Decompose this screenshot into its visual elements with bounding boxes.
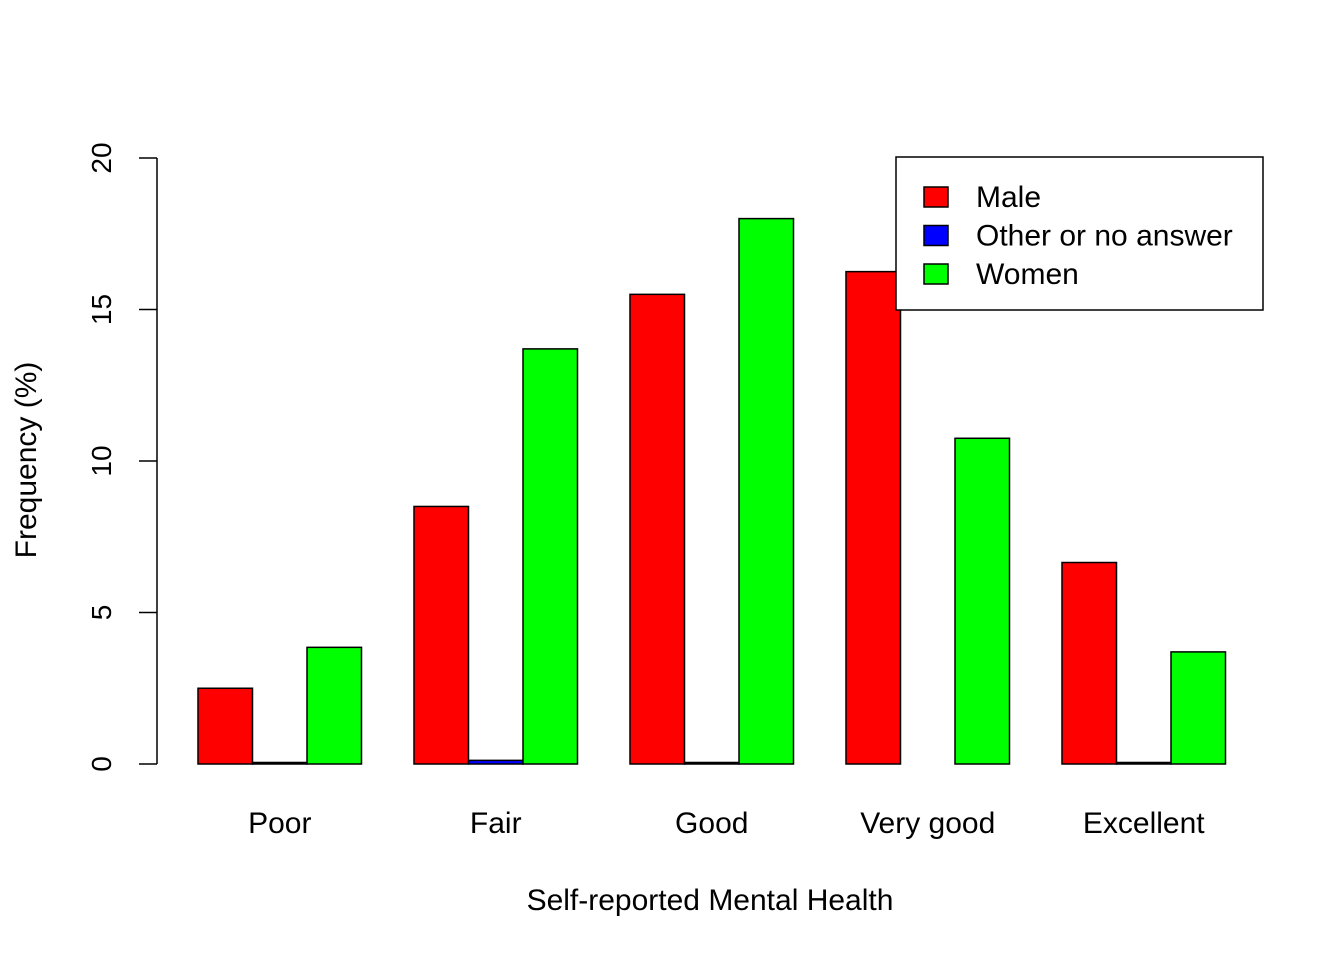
bar-women-fair bbox=[523, 349, 578, 764]
x-tick-label: Poor bbox=[248, 807, 311, 840]
bar-women-poor bbox=[307, 647, 362, 764]
bar-women-excellent bbox=[1171, 652, 1226, 764]
legend-swatch bbox=[924, 264, 948, 284]
bar-other-or-no-answer-excellent bbox=[1117, 762, 1172, 764]
y-tick-label: 20 bbox=[86, 142, 117, 173]
y-tick-label: 10 bbox=[86, 445, 117, 476]
bar-male-fair bbox=[414, 506, 469, 764]
bar-women-very-good bbox=[955, 438, 1010, 764]
bar-male-excellent bbox=[1062, 563, 1117, 764]
legend-label: Other or no answer bbox=[976, 220, 1233, 253]
bar-male-very-good bbox=[846, 272, 901, 764]
y-tick-label: 5 bbox=[86, 605, 117, 621]
x-axis-title: Self-reported Mental Health bbox=[527, 884, 894, 917]
legend: Male Other or no answer Women bbox=[896, 157, 1263, 310]
x-tick-label: Very good bbox=[860, 807, 995, 840]
bar-male-good bbox=[630, 294, 685, 764]
y-tick-label: 0 bbox=[86, 756, 117, 772]
bar-other-or-no-answer-fair bbox=[469, 760, 524, 764]
legend-swatch bbox=[924, 226, 948, 246]
x-tick-label: Excellent bbox=[1083, 807, 1205, 840]
bar-male-poor bbox=[198, 688, 253, 764]
bar-women-good bbox=[739, 219, 794, 764]
y-tick-label: 15 bbox=[86, 294, 117, 325]
legend-swatch bbox=[924, 187, 948, 207]
y-axis-title: Frequency (%) bbox=[10, 362, 43, 559]
x-tick-label: Fair bbox=[470, 807, 522, 840]
legend-label: Women bbox=[976, 258, 1079, 291]
bar-other-or-no-answer-poor bbox=[253, 762, 308, 764]
bar-other-or-no-answer-good bbox=[685, 762, 740, 764]
legend-label: Male bbox=[976, 181, 1041, 214]
x-tick-label: Good bbox=[675, 807, 748, 840]
